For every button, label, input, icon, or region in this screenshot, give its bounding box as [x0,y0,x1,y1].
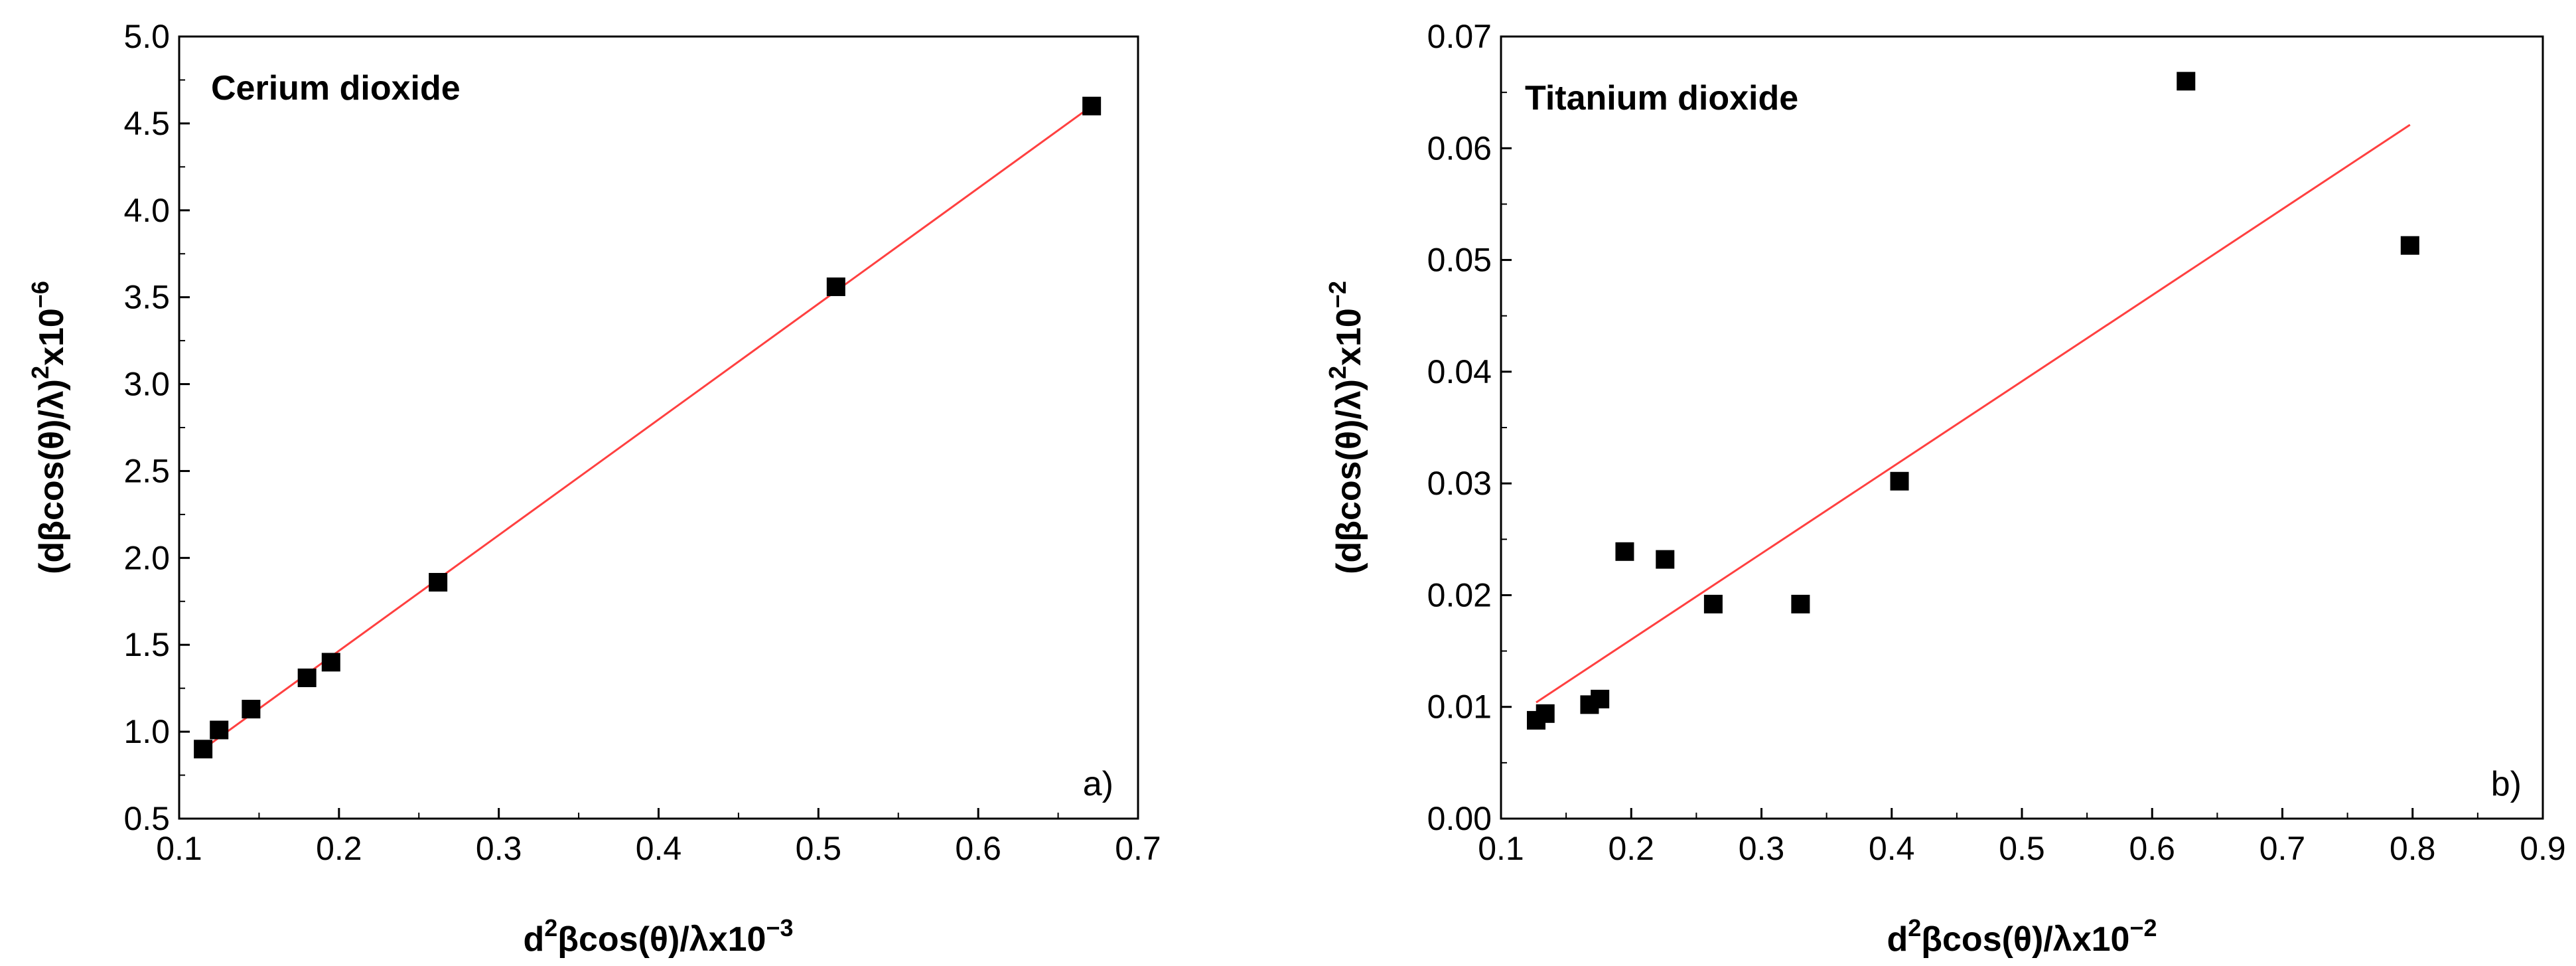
x-axis-label-prefix: d [1887,920,1908,959]
y-tick-label: 0.02 [1427,576,1492,613]
x-axis-label-exp1: 2 [544,914,557,941]
y-axis-label: (dβcos(θ)/λ)2x10−2 [1324,281,1368,574]
y-tick-label: 4.0 [123,192,170,229]
x-axis-label-exp2: −2 [2129,914,2157,941]
y-axis-label-prefix: (dβcos(θ)/λ) [33,379,71,574]
y-axis-label-body: x10 [33,308,71,366]
x-tick-label: 0.2 [316,830,362,867]
x-tick-label: 0.7 [2259,830,2306,867]
x-tick-label: 0.2 [1608,830,1654,867]
fit-line-group [1536,123,2411,704]
x-tick-label: 0.5 [796,830,842,867]
fit-line [202,105,1093,750]
data-point [1615,542,1634,561]
y-ticks: 0.5 1.0 1.5 2.0 2.5 3.0 3.5 4.0 4.5 5.0 [123,18,190,837]
x-tick-label: 0.6 [955,830,1001,867]
panel-label: b) [2491,765,2522,803]
y-tick-label: 3.0 [123,366,170,403]
y-axis-label-exp1: 2 [27,366,54,379]
data-point [1082,96,1102,116]
y-tick-label: 1.5 [123,626,170,663]
x-tick-label: 0.5 [1999,830,2045,867]
x-tick-label: 0.7 [1115,830,1161,867]
x-axis-label-body: βcos(θ)/λx10 [1921,920,2129,959]
data-point [1703,594,1723,613]
y-axis-label-exp1: 2 [1324,366,1351,379]
x-tick-label: 0.4 [636,830,682,867]
data-point [1890,471,1909,491]
data-point [242,700,261,719]
y-tick-label: 3.5 [123,279,170,316]
y-axis-label: (dβcos(θ)/λ)2x10−6 [27,281,71,574]
y-tick-label: 4.5 [123,105,170,142]
panel-label: a) [1083,765,1113,803]
y-axis-label-exp2: −2 [1324,281,1351,308]
fit-line-group [202,105,1093,750]
x-ticks: 0.1 0.2 0.3 0.4 0.5 0.6 0.7 0.8 0.9 [1478,808,2566,867]
data-point [210,720,229,740]
x-tick-label: 0.3 [476,830,522,867]
y-tick-label: 0.06 [1427,129,1492,167]
y-tick-label: 0.04 [1427,353,1492,390]
chart-title: Cerium dioxide [211,69,461,108]
x-ticks: 0.1 0.2 0.3 0.4 0.5 0.6 0.7 [156,808,1161,867]
data-point [321,653,340,672]
x-axis-label-prefix: d [523,920,544,959]
y-tick-label: 5.0 [123,18,170,55]
y-axis-label-body: x10 [1330,308,1368,366]
data-points [1526,72,2419,730]
panel-titanium-dioxide: 0.1 0.2 0.3 0.4 0.5 0.6 0.7 0.8 0.9 0.00 0.01 0.02… [1324,18,2566,959]
data-point [194,740,213,759]
data-points [194,96,1102,759]
x-tick-label: 0.1 [1478,830,1524,867]
y-tick-label: 0.05 [1427,242,1492,279]
data-point [2400,236,2419,255]
x-tick-label: 0.4 [1869,830,1915,867]
x-tick-label: 0.1 [156,830,202,867]
x-tick-label: 0.6 [2129,830,2175,867]
data-point [1536,704,1555,723]
chart-title: Titanium dioxide [1525,79,1798,118]
y-tick-label: 0.07 [1427,18,1492,55]
data-point [1791,594,1810,613]
y-tick-label: 2.0 [123,539,170,576]
y-tick-label: 0.5 [123,800,170,837]
plot-frame [178,35,1139,820]
x-axis-label: d2βcos(θ)/λx10−2 [1887,914,2157,959]
x-axis-label: d2βcos(θ)/λx10−3 [523,914,793,959]
x-tick-label: 0.3 [1739,830,1785,867]
data-point [297,668,317,687]
y-ticks: 0.00 0.01 0.02 0.03 0.04 0.05 0.06 0.07 [1427,18,1512,837]
x-axis-label-exp2: −3 [766,914,793,941]
data-point [429,572,448,592]
x-tick-label: 0.8 [2390,830,2436,867]
x-axis-label-exp1: 2 [1908,914,1921,941]
y-tick-label: 1.0 [123,713,170,750]
data-point [1591,689,1610,708]
panel-cerium-dioxide: 0.1 0.2 0.3 0.4 0.5 0.6 0.7 0.5 1.0 1.5 2.0 2.5 3.0… [27,18,1161,959]
data-point [1656,550,1675,569]
y-tick-label: 0.00 [1427,800,1492,837]
data-point [2177,72,2196,91]
y-axis-label-prefix: (dβcos(θ)/λ) [1330,379,1368,574]
x-axis-label-body: βcos(θ)/λx10 [557,920,766,959]
y-axis-label-exp2: −6 [27,281,54,308]
data-point [826,277,845,296]
y-tick-label: 0.03 [1427,465,1492,502]
fit-line [1536,123,2411,704]
y-tick-label: 2.5 [123,452,170,489]
plot-frame [1500,35,2544,820]
y-tick-label: 0.01 [1427,688,1492,726]
x-tick-label: 0.9 [2520,830,2566,867]
